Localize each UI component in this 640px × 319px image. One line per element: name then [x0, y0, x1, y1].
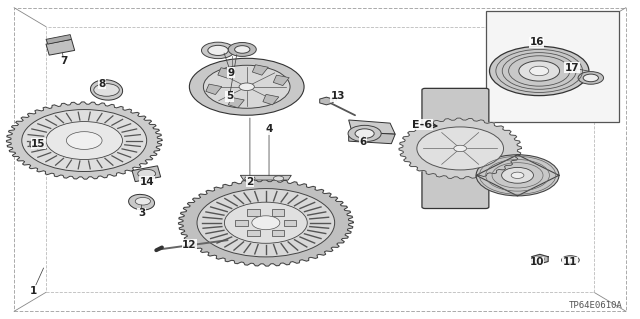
Text: 5: 5	[226, 91, 233, 101]
Bar	[46, 27, 594, 292]
Circle shape	[355, 129, 374, 138]
Polygon shape	[349, 120, 395, 134]
Text: 9: 9	[227, 68, 234, 78]
Text: 16: 16	[529, 38, 544, 48]
Polygon shape	[320, 97, 333, 105]
Polygon shape	[46, 39, 75, 55]
FancyBboxPatch shape	[422, 88, 489, 209]
Circle shape	[202, 42, 235, 59]
Polygon shape	[6, 102, 162, 179]
Polygon shape	[179, 179, 353, 266]
Circle shape	[583, 74, 598, 82]
Polygon shape	[46, 34, 72, 44]
Polygon shape	[263, 94, 279, 105]
Circle shape	[34, 142, 42, 146]
Circle shape	[189, 58, 304, 115]
Circle shape	[348, 125, 381, 142]
Circle shape	[490, 46, 589, 96]
Polygon shape	[228, 97, 244, 108]
Polygon shape	[271, 230, 284, 236]
Circle shape	[417, 127, 504, 170]
Circle shape	[67, 132, 102, 149]
Circle shape	[228, 42, 256, 56]
Circle shape	[46, 122, 122, 160]
Text: 1: 1	[29, 286, 37, 296]
Text: 11: 11	[563, 257, 577, 267]
Circle shape	[197, 189, 335, 257]
Bar	[486, 11, 620, 122]
Circle shape	[225, 202, 307, 243]
Polygon shape	[132, 166, 161, 182]
Circle shape	[245, 176, 255, 181]
Circle shape	[502, 167, 534, 183]
Polygon shape	[30, 140, 45, 149]
Polygon shape	[218, 68, 234, 78]
Text: 17: 17	[564, 63, 579, 73]
Text: E-6: E-6	[412, 120, 432, 130]
Text: 13: 13	[331, 91, 345, 101]
Polygon shape	[252, 65, 268, 75]
Polygon shape	[273, 75, 289, 85]
Polygon shape	[236, 219, 248, 226]
Circle shape	[239, 83, 254, 91]
Polygon shape	[206, 84, 222, 94]
Polygon shape	[247, 230, 260, 236]
Text: 4: 4	[266, 124, 273, 135]
Circle shape	[476, 155, 559, 196]
Circle shape	[208, 45, 228, 56]
Text: 12: 12	[182, 240, 196, 250]
Circle shape	[519, 61, 559, 81]
Text: TP64E0610A: TP64E0610A	[569, 301, 623, 310]
Circle shape	[204, 65, 290, 108]
Ellipse shape	[90, 80, 123, 100]
Text: 6: 6	[360, 137, 367, 147]
Polygon shape	[399, 118, 522, 179]
Polygon shape	[532, 254, 548, 264]
Circle shape	[511, 172, 524, 178]
Circle shape	[273, 176, 284, 181]
Ellipse shape	[129, 194, 155, 210]
Circle shape	[235, 46, 250, 53]
Circle shape	[561, 256, 579, 264]
Polygon shape	[476, 155, 559, 196]
Circle shape	[578, 71, 604, 84]
Circle shape	[252, 216, 280, 230]
Polygon shape	[271, 209, 284, 216]
Text: 15: 15	[31, 139, 45, 149]
Text: 14: 14	[140, 177, 154, 187]
Text: 3: 3	[138, 208, 145, 218]
Text: 2: 2	[246, 177, 253, 187]
Text: 10: 10	[529, 257, 544, 267]
Polygon shape	[241, 175, 291, 180]
Circle shape	[135, 197, 150, 205]
Text: 8: 8	[99, 78, 106, 89]
Polygon shape	[349, 132, 395, 144]
Circle shape	[22, 109, 147, 172]
Circle shape	[530, 66, 548, 76]
Circle shape	[454, 145, 467, 152]
Text: 7: 7	[60, 56, 68, 66]
Circle shape	[138, 169, 156, 178]
Circle shape	[536, 257, 544, 261]
Circle shape	[565, 257, 575, 263]
Circle shape	[94, 84, 119, 96]
Polygon shape	[284, 219, 296, 226]
Polygon shape	[247, 209, 260, 216]
